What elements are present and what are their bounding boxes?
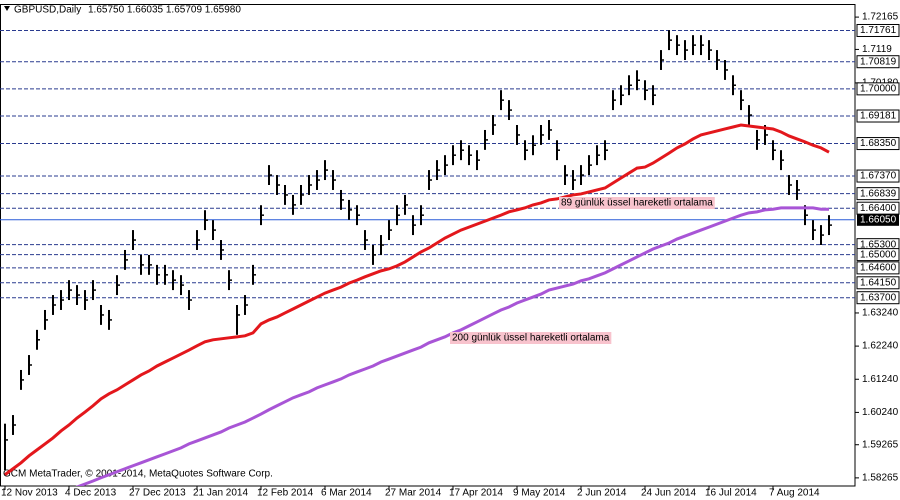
y-tick-label: 1.60240 — [862, 407, 899, 418]
annotation: 89 günlük üssel hareketli ortalama — [561, 198, 713, 209]
plot-area — [0, 29, 855, 486]
x-tick-label: 2 Jun 2014 — [577, 488, 627, 499]
level-label: 1.65000 — [860, 249, 897, 260]
level-label: 1.63700 — [860, 292, 897, 303]
level-label-box — [856, 137, 900, 151]
x-tick-label: 16 Jul 2014 — [705, 488, 757, 499]
moving-average-line — [75, 206, 829, 486]
level-label: 1.65300 — [860, 239, 897, 250]
level-label-box — [856, 169, 900, 183]
level-label-box — [856, 248, 900, 262]
annotation: 200 günlük üssel hareketli ortalama — [452, 333, 610, 344]
x-tick-label: 12 Feb 2014 — [257, 488, 314, 499]
y-tick-label: 1.62240 — [862, 341, 899, 352]
x-tick-label: 27 Mar 2014 — [385, 488, 442, 499]
level-label: 1.70000 — [860, 84, 897, 95]
level-label: 1.71761 — [860, 25, 897, 36]
y-tick-label: 1.61240 — [862, 374, 899, 385]
x-tick-label: 24 Jun 2014 — [641, 488, 696, 499]
level-label: 1.66839 — [860, 188, 897, 199]
level-label-box — [856, 276, 900, 290]
level-label-box — [856, 55, 900, 69]
x-tick-label: 17 Apr 2014 — [449, 488, 503, 499]
current-price-box — [857, 213, 899, 226]
current-price-label: 1.66050 — [860, 214, 897, 225]
y-tick-label: 1.72165 — [862, 12, 899, 23]
moving-average-line — [4, 123, 830, 476]
x-tick-label: 27 Dec 2013 — [129, 488, 186, 499]
y-tick-label: 1.63240 — [862, 308, 899, 319]
level-label: 1.64600 — [860, 263, 897, 274]
level-label-box — [856, 109, 900, 123]
level-label: 1.66400 — [860, 203, 897, 214]
level-label: 1.70819 — [860, 56, 897, 67]
annotation-background — [450, 332, 612, 344]
level-label-box — [856, 261, 900, 275]
x-tick-label: 21 Jan 2014 — [193, 488, 248, 499]
level-label-box — [856, 291, 900, 305]
x-tick-label: 12 Nov 2013 — [1, 488, 58, 499]
level-label: 1.69181 — [860, 111, 897, 122]
chart-title: GBPUSD,Daily — [14, 5, 81, 16]
symbol-icon — [4, 6, 10, 11]
level-label-box — [856, 82, 900, 96]
level-label: 1.64150 — [860, 277, 897, 288]
annotation-background — [559, 197, 715, 209]
y-tick-label: 1.59265 — [862, 439, 899, 450]
plot-frame — [0, 4, 856, 487]
x-tick-label: 4 Dec 2013 — [65, 488, 117, 499]
level-label: 1.67370 — [860, 171, 897, 182]
level-label-box — [856, 187, 900, 201]
level-label-box — [856, 23, 900, 37]
x-tick-label: 9 May 2014 — [513, 488, 566, 499]
y-tick-label: 1.7119 — [862, 44, 892, 55]
ohlc-header: 1.65750 1.66035 1.65709 1.65980 — [88, 5, 241, 16]
level-label: 1.68350 — [860, 138, 897, 149]
y-tick-label: 1.58265 — [862, 473, 899, 484]
footer: GCM MetaTrader, © 2001-2014, MetaQuotes … — [3, 469, 273, 480]
x-tick-label: 6 Mar 2014 — [321, 488, 372, 499]
x-tick-label: 7 Aug 2014 — [769, 488, 820, 499]
